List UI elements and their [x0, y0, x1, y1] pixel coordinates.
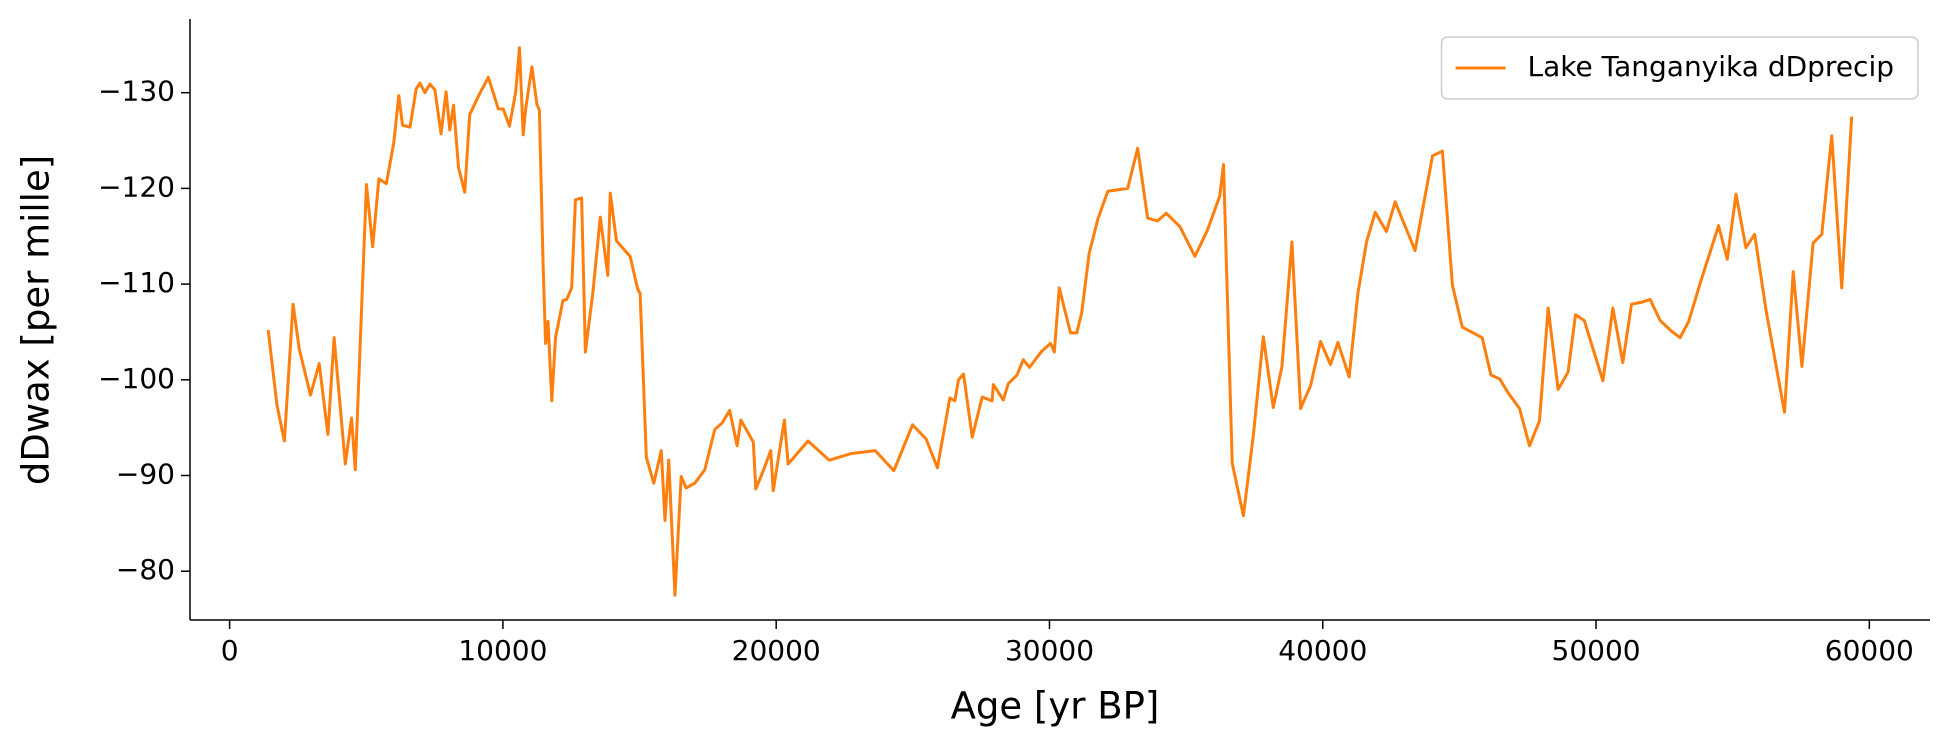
x-tick-label: 0: [221, 634, 239, 667]
x-axis-label: Age [yr BP]: [951, 685, 1160, 728]
y-tick-label: −130: [98, 75, 175, 108]
x-tick-label: 50000: [1552, 634, 1641, 667]
x-tick-label: 30000: [1005, 634, 1094, 667]
legend-label: Lake Tanganyika dDprecip: [1528, 50, 1894, 83]
y-tick-label: −100: [98, 362, 175, 395]
x-tick-label: 40000: [1278, 634, 1367, 667]
data-line: [266, 46, 1854, 597]
legend: Lake Tanganyika dDprecip: [1440, 36, 1919, 100]
legend-box: [1440, 36, 1919, 100]
y-tick-label: −90: [116, 457, 175, 490]
y-tick-label: −80: [116, 553, 175, 586]
x-tick-label: 60000: [1825, 634, 1914, 667]
x-tick-label: 20000: [732, 634, 821, 667]
y-tick-label: −110: [98, 266, 175, 299]
y-axis-label: dDwax [per mille]: [15, 155, 58, 485]
y-tick-label: −120: [98, 170, 175, 203]
x-tick-label: 10000: [458, 634, 547, 667]
